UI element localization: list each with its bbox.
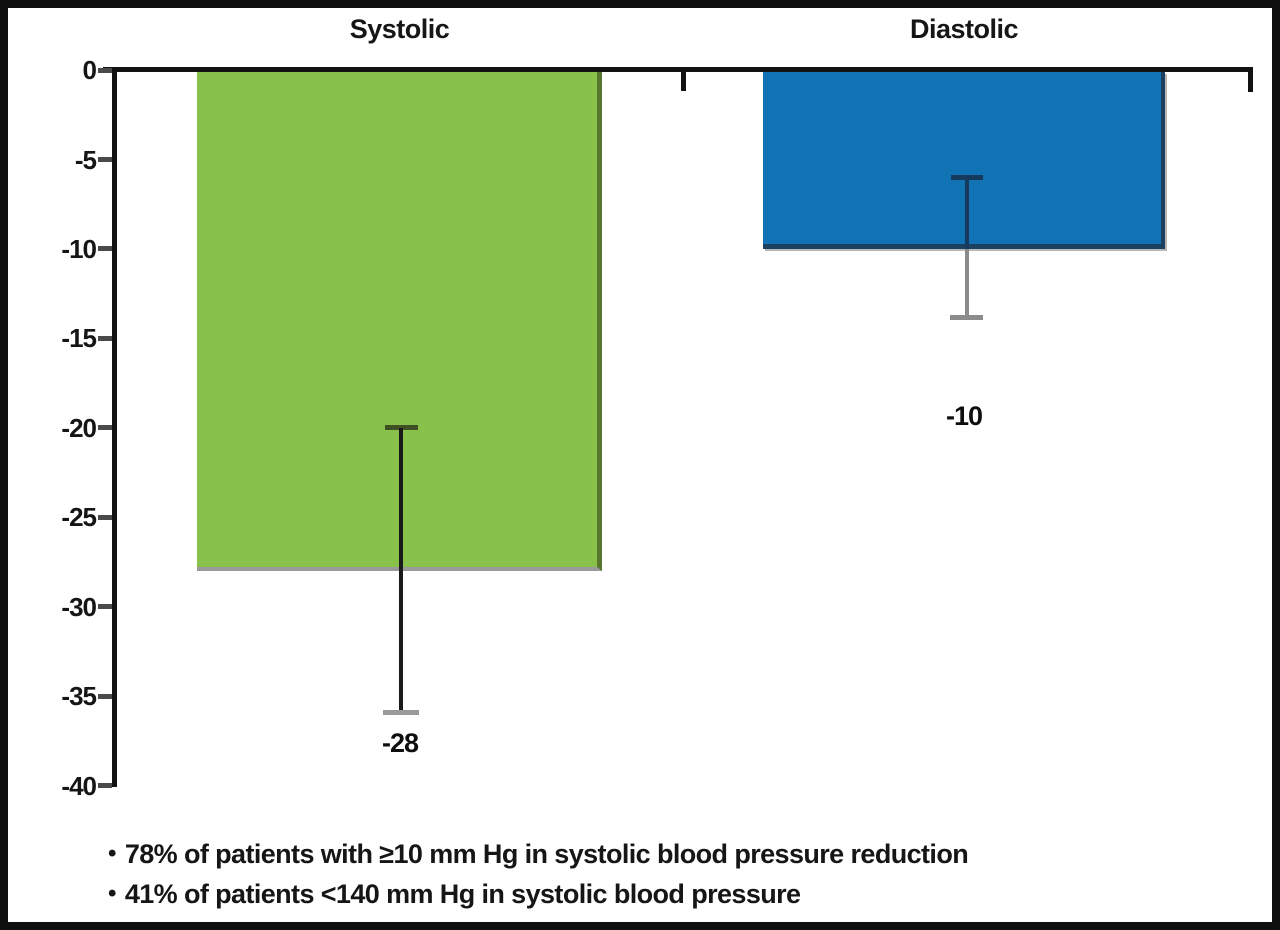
y-tick-20 bbox=[98, 425, 112, 430]
x-axis-tick-middle bbox=[681, 67, 686, 91]
footnote-line-2: • 41% of patients <140 mm Hg in systolic … bbox=[108, 875, 1238, 915]
y-tick-0 bbox=[98, 68, 112, 73]
y-tick-label-30: -30 bbox=[61, 592, 97, 622]
error-bar-diastolic-bottom-cap bbox=[950, 315, 983, 320]
footnote-text-2: 41% of patients <140 mm Hg in systolic b… bbox=[124, 879, 801, 909]
x-axis-line bbox=[103, 67, 1253, 72]
error-bar-diastolic-top-cap bbox=[951, 175, 983, 180]
y-tick-label-25: -25 bbox=[61, 502, 97, 532]
y-tick-label-40: -40 bbox=[61, 771, 97, 801]
y-tick-5 bbox=[98, 157, 112, 162]
y-tick-15 bbox=[98, 336, 112, 341]
error-bar-systolic-bottom-cap bbox=[383, 710, 419, 715]
column-title-systolic: Systolic bbox=[349, 14, 450, 44]
footnote-line-1: • 78% of patients with ≥10 mm Hg in systo… bbox=[108, 835, 1238, 875]
y-tick-label-0: 0 bbox=[82, 55, 97, 85]
bullet-icon: • bbox=[108, 880, 116, 907]
y-tick-label-10: -10 bbox=[61, 234, 97, 264]
y-tick-10 bbox=[98, 246, 112, 251]
footnote-text-1: 78% of patients with ≥10 mm Hg in systol… bbox=[124, 839, 969, 869]
y-tick-25 bbox=[98, 515, 112, 520]
y-tick-40 bbox=[98, 783, 112, 788]
y-tick-label-20: -20 bbox=[61, 413, 97, 443]
value-label-systolic: -28 bbox=[381, 728, 419, 758]
value-label-diastolic: -10 bbox=[945, 401, 983, 431]
y-tick-35 bbox=[98, 694, 112, 699]
error-bar-systolic-line bbox=[399, 428, 403, 714]
y-tick-label-15: -15 bbox=[61, 323, 97, 353]
y-tick-label-5: -5 bbox=[74, 145, 97, 175]
error-bar-diastolic-line-lower bbox=[965, 249, 969, 318]
bar-diastolic bbox=[763, 72, 1165, 249]
y-tick-label-35: -35 bbox=[61, 681, 97, 711]
error-bar-diastolic-line-upper bbox=[965, 178, 969, 249]
error-bar-systolic-top-cap bbox=[385, 425, 418, 430]
footnotes: • 78% of patients with ≥10 mm Hg in systo… bbox=[108, 835, 1238, 915]
x-axis-tick-right bbox=[1248, 67, 1253, 92]
y-tick-30 bbox=[98, 604, 112, 609]
y-axis-line bbox=[112, 67, 117, 787]
column-title-diastolic: Diastolic bbox=[909, 14, 1019, 44]
bullet-icon: • bbox=[108, 840, 116, 867]
